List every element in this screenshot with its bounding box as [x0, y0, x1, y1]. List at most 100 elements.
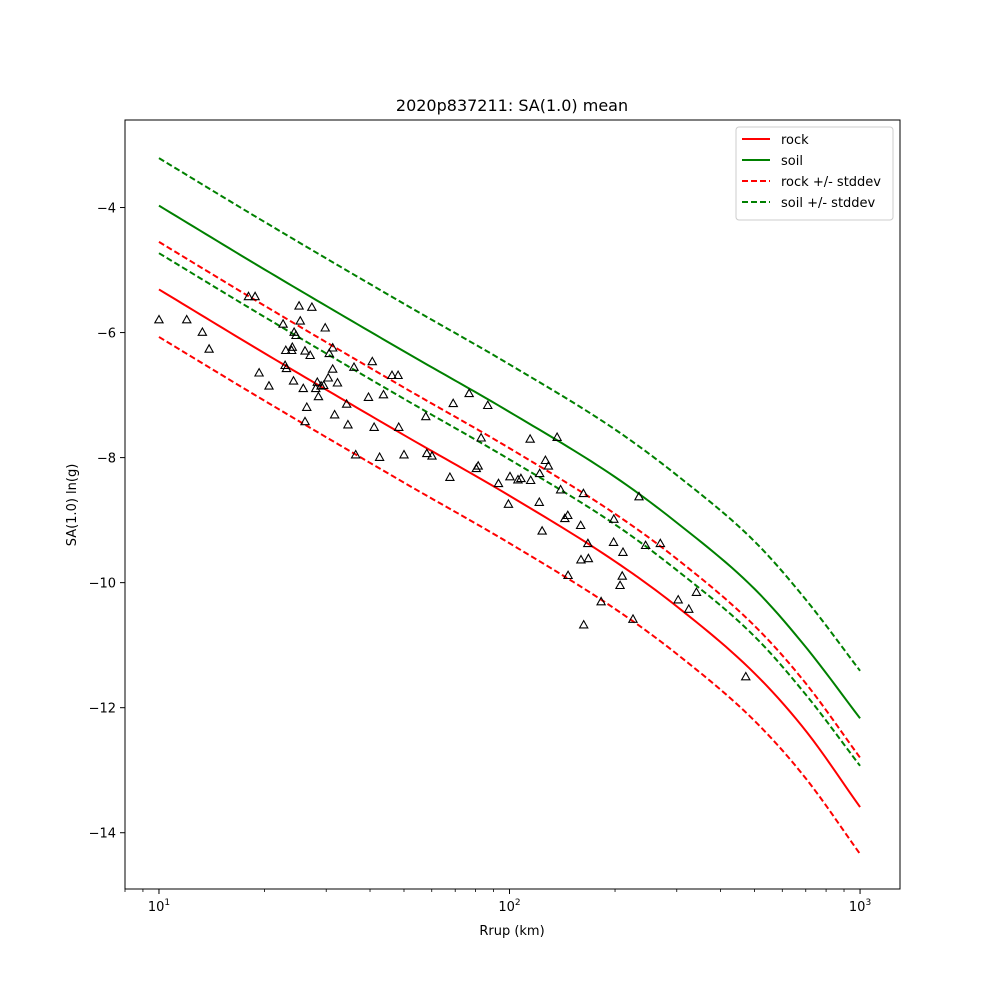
observation-marker-91	[640, 540, 651, 550]
observation-marker-73	[555, 484, 566, 494]
observation-marker-48	[393, 421, 404, 431]
observation-marker-29	[318, 379, 329, 390]
legend-label-0: rock	[781, 133, 809, 148]
observation-marker-81	[582, 538, 593, 548]
x-tick-label-1: 102	[498, 898, 520, 915]
x-axis-label: Rrup (km)	[479, 924, 544, 939]
series-line-2	[158, 241, 861, 759]
observation-marker-8	[278, 318, 289, 328]
observation-marker-43	[369, 421, 380, 431]
observation-marker-19	[298, 383, 309, 393]
observation-marker-88	[617, 546, 629, 556]
observation-marker-21	[299, 416, 311, 426]
observation-marker-78	[575, 554, 587, 564]
observation-marker-66	[525, 433, 536, 443]
y-tick-label-5: −4	[97, 202, 116, 217]
observation-marker-74	[559, 513, 570, 523]
observation-marker-55	[464, 388, 475, 398]
plot-area	[120, 119, 901, 894]
observation-marker-24	[306, 301, 317, 311]
observation-marker-6	[253, 367, 265, 377]
observation-marker-41	[363, 391, 374, 401]
observation-marker-37	[341, 398, 352, 408]
observation-marker-59	[482, 399, 493, 410]
observation-marker-62	[504, 471, 516, 481]
observation-marker-94	[683, 603, 694, 613]
observation-marker-45	[378, 389, 389, 399]
observation-marker-85	[608, 513, 619, 523]
observation-marker-82	[583, 553, 594, 563]
observation-marker-5	[249, 291, 261, 301]
observation-marker-44	[374, 451, 385, 461]
observation-marker-60	[493, 478, 504, 488]
observation-marker-63	[512, 474, 524, 484]
observation-marker-70	[540, 454, 551, 465]
observation-marker-68	[534, 496, 545, 506]
observation-marker-84	[608, 536, 619, 546]
observation-marker-38	[342, 419, 354, 429]
observation-marker-67	[534, 468, 545, 478]
observation-marker-3	[204, 343, 215, 353]
observation-marker-11	[281, 363, 292, 373]
observation-marker-95	[691, 586, 702, 596]
observation-marker-47	[393, 369, 404, 380]
observation-marker-61	[503, 498, 514, 508]
x-tick-label-0: 101	[148, 898, 170, 915]
observation-marker-49	[398, 449, 410, 459]
observation-marker-93	[673, 594, 684, 604]
observation-marker-90	[633, 491, 645, 501]
observation-marker-14	[288, 375, 299, 385]
chart-title: 2020p837211: SA(1.0) mean	[396, 96, 628, 115]
observation-marker-18	[295, 315, 306, 325]
observation-marker-46	[386, 369, 398, 380]
observation-marker-52	[426, 450, 438, 460]
observation-marker-75	[562, 510, 573, 520]
observation-marker-64	[515, 473, 527, 483]
observation-marker-0	[153, 314, 165, 324]
observation-marker-39	[348, 361, 360, 371]
observation-marker-35	[329, 409, 340, 419]
observation-marker-22	[301, 401, 312, 411]
observation-marker-28	[315, 380, 327, 390]
observation-marker-36	[332, 377, 343, 387]
y-axis-label: SA(1.0) ln(g)	[65, 464, 80, 547]
observation-marker-30	[320, 322, 331, 332]
series-line-5	[158, 252, 861, 767]
observation-marker-65	[525, 474, 536, 485]
observation-marker-54	[448, 398, 459, 408]
legend-label-2: rock +/- stddev	[781, 175, 881, 190]
y-tick-label-0: −14	[89, 827, 116, 842]
series-line-3	[158, 336, 861, 855]
series-line-0	[158, 288, 861, 808]
observation-marker-13	[287, 341, 298, 351]
observation-marker-16	[290, 329, 302, 340]
legend-label-1: soil	[781, 154, 803, 169]
observation-marker-57	[473, 460, 484, 470]
observation-marker-69	[537, 525, 548, 535]
series-line-1	[158, 204, 861, 719]
observation-marker-34	[327, 363, 338, 373]
observation-marker-72	[552, 431, 563, 441]
observation-marker-58	[476, 432, 487, 442]
observation-marker-33	[327, 342, 338, 352]
observation-marker-1	[181, 314, 192, 324]
x-tick-label-2: 103	[849, 898, 871, 915]
legend-box	[735, 126, 894, 221]
observation-marker-31	[323, 372, 334, 382]
observation-marker-89	[627, 613, 639, 623]
observation-marker-76	[562, 570, 574, 580]
legend-label-3: soil +/- stddev	[781, 196, 876, 211]
observation-marker-50	[420, 411, 431, 421]
plot-frame	[124, 119, 901, 890]
observation-marker-26	[312, 376, 323, 386]
observation-marker-80	[578, 619, 589, 629]
observation-marker-32	[324, 348, 335, 358]
y-tick-label-4: −6	[97, 327, 116, 342]
y-tick-label-3: −8	[97, 452, 116, 467]
observation-marker-71	[543, 460, 554, 470]
observation-marker-2	[197, 326, 208, 336]
observation-marker-96	[740, 671, 751, 681]
observation-marker-77	[575, 520, 586, 530]
